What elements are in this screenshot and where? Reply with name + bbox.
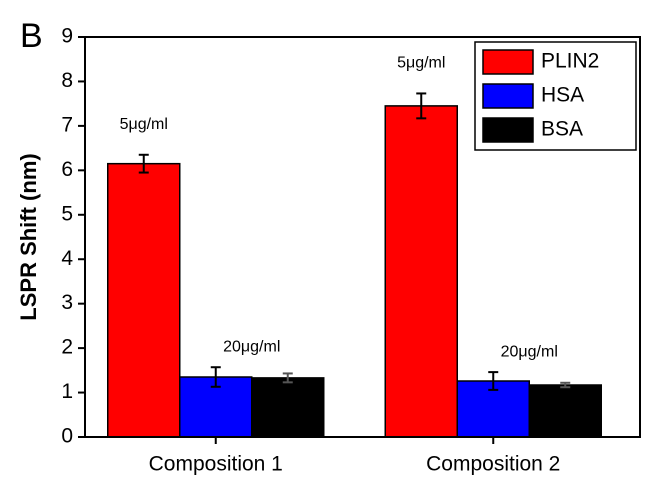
bar <box>528 384 602 438</box>
y-axis-label: LSPR Shift (nm) <box>16 153 41 320</box>
legend-swatch <box>482 117 534 143</box>
annotation: 5μg/ml <box>120 116 168 133</box>
annotation: 5μg/ml <box>397 55 445 72</box>
legend-label: BSA <box>541 118 583 141</box>
bar <box>251 377 325 438</box>
error-bar <box>138 153 149 174</box>
y-tick-label: 0 <box>61 425 73 448</box>
y-tick-label: 1 <box>61 380 73 403</box>
legend-label: HSA <box>541 84 584 107</box>
y-tick-label: 5 <box>61 202 73 225</box>
y-tick-label: 8 <box>61 69 73 92</box>
error-bar <box>488 371 499 391</box>
error-bar <box>210 366 221 388</box>
annotation: 20μg/ml <box>223 338 280 355</box>
error-bar <box>282 372 293 384</box>
plot-frame <box>84 36 641 438</box>
bar <box>384 105 458 438</box>
x-tick-label: Composition 2 <box>426 453 560 476</box>
error-bar <box>560 381 571 389</box>
y-tick-label: 9 <box>61 25 73 48</box>
legend-label: PLIN2 <box>541 50 599 73</box>
y-tick-label: 6 <box>61 158 73 181</box>
y-tick-label: 4 <box>61 247 73 270</box>
annotation: 20μg/ml <box>501 343 558 360</box>
x-tick-label: Composition 1 <box>149 453 283 476</box>
y-tick-label: 3 <box>61 291 73 314</box>
y-tick-label: 2 <box>61 336 73 359</box>
y-tick-label: 7 <box>61 113 73 136</box>
panel-label: B <box>20 17 43 55</box>
error-bar <box>416 92 427 120</box>
bar <box>107 162 181 438</box>
legend-swatch <box>482 49 534 75</box>
legend-swatch <box>482 83 534 109</box>
